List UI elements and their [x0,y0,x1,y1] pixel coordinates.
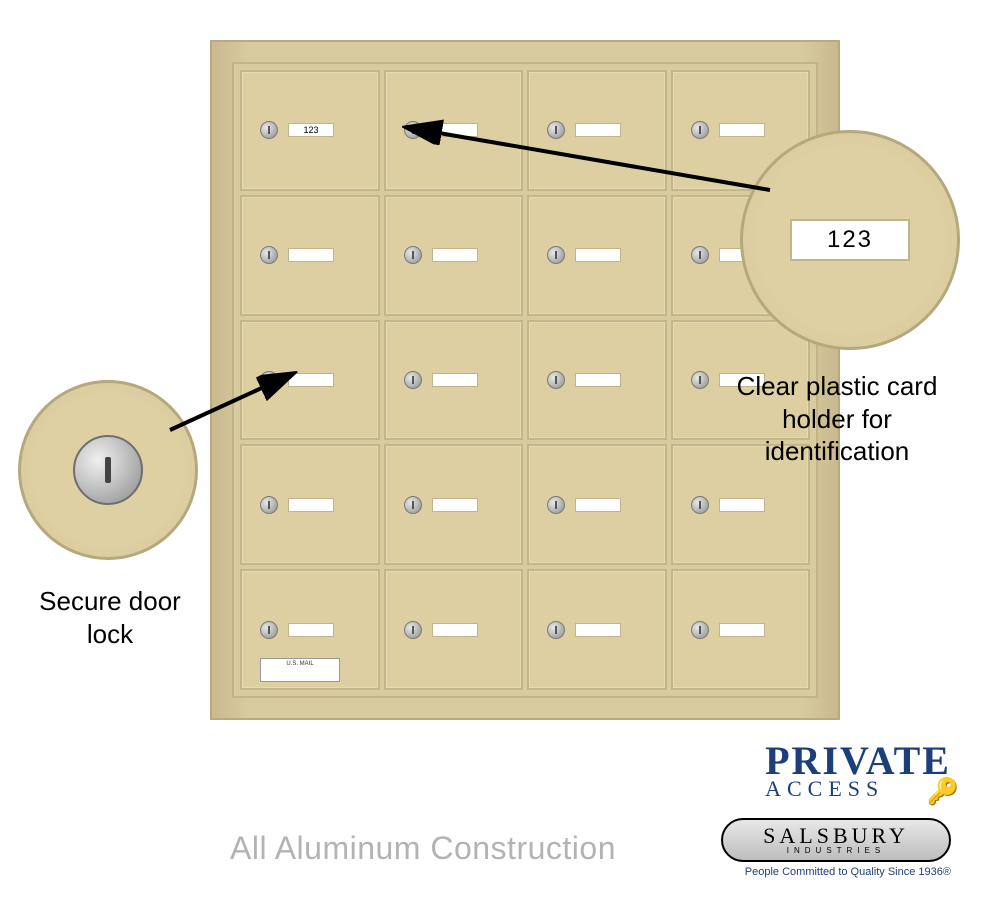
material-caption: All Aluminum Construction [230,830,616,867]
brand-tagline: People Committed to Quality Since 1936® [721,866,951,878]
private-access-badge: PRIVATE ACCESS 🔑 [765,744,951,802]
badge-line1: PRIVATE [765,744,951,778]
brand-name: SALSBURY [763,825,909,847]
brand-sub: INDUSTRIES [787,847,885,855]
keys-icon: 🔑 [927,776,959,807]
brand-plate: SALSBURY INDUSTRIES [721,818,951,862]
product-infographic: 123U.S. MAIL Secure door lock 123 Clear … [0,0,981,907]
brand-block: SALSBURY INDUSTRIES People Committed to … [721,818,951,878]
